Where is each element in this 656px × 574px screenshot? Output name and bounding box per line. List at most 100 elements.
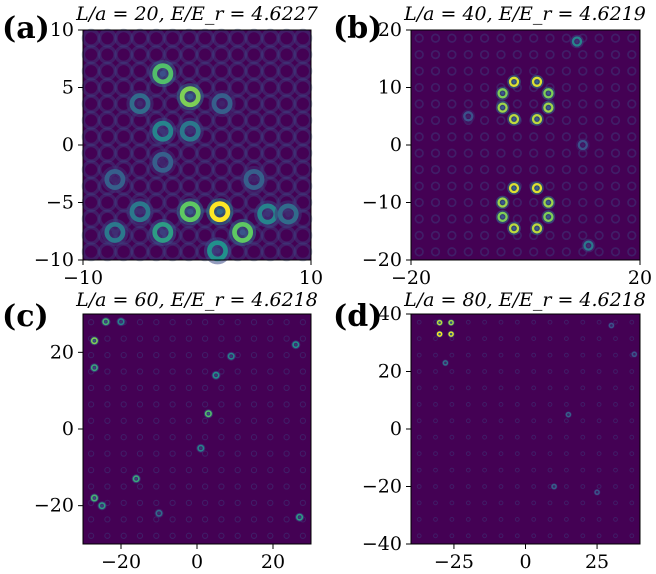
background-ring xyxy=(479,132,490,142)
background-ring xyxy=(578,49,588,60)
background-ring xyxy=(629,434,635,440)
background-ring xyxy=(596,484,602,489)
background-ring xyxy=(250,466,258,474)
background-ring xyxy=(104,483,111,490)
background-ring xyxy=(218,450,225,457)
density-peak xyxy=(204,410,212,418)
background-ring xyxy=(564,467,569,473)
background-ring xyxy=(531,451,537,457)
background-ring xyxy=(547,451,553,457)
background-ring xyxy=(498,517,504,522)
background-ring xyxy=(610,49,621,60)
density-peak xyxy=(155,509,163,517)
background-ring xyxy=(201,417,209,424)
peak-core xyxy=(135,477,138,480)
background-ring xyxy=(512,197,522,208)
background-ring xyxy=(547,533,553,539)
density-peak xyxy=(442,360,449,366)
background-ring xyxy=(547,517,553,522)
background-ring xyxy=(283,499,290,507)
background-ring xyxy=(613,517,618,522)
background-ring xyxy=(234,368,241,375)
background-ring xyxy=(195,61,215,81)
background-ring xyxy=(596,369,602,374)
background-ring xyxy=(610,230,621,241)
background-ring xyxy=(578,82,588,93)
background-ring xyxy=(547,319,553,325)
density-peak xyxy=(104,169,126,190)
background-ring xyxy=(498,434,504,440)
background-ring xyxy=(479,49,490,60)
background-ring xyxy=(201,368,209,375)
background-ring xyxy=(545,148,555,158)
background-ring xyxy=(529,164,539,175)
background-ring xyxy=(512,132,522,142)
background-ring xyxy=(531,484,537,489)
background-ring xyxy=(482,533,488,539)
background-ring xyxy=(610,66,621,76)
background-ring xyxy=(416,467,422,473)
y-tick-label: 0 xyxy=(62,418,74,440)
background-ring xyxy=(514,336,520,342)
background-ring xyxy=(277,45,296,64)
background-ring xyxy=(482,402,488,407)
background-ring xyxy=(267,384,274,392)
background-ring xyxy=(185,499,193,507)
background-ring xyxy=(430,148,441,158)
background-ring xyxy=(465,385,471,391)
background-ring xyxy=(627,164,637,175)
background-ring xyxy=(463,214,473,224)
background-ring xyxy=(531,467,537,473)
background-ring xyxy=(545,33,555,43)
density-peak xyxy=(508,76,520,87)
x-tick-label: −10 xyxy=(63,267,103,289)
background-ring xyxy=(482,500,488,506)
background-ring xyxy=(136,319,144,326)
background-ring xyxy=(414,99,424,109)
background-ring xyxy=(561,49,572,60)
background-ring xyxy=(87,434,95,441)
background-ring xyxy=(433,336,438,342)
background-ring xyxy=(414,230,424,241)
background-ring xyxy=(465,484,471,489)
background-ring xyxy=(580,336,586,342)
background-ring xyxy=(185,434,193,441)
background-ring xyxy=(512,33,522,43)
x-tick-label: 20 xyxy=(261,551,285,573)
background-ring xyxy=(627,247,637,257)
peak-core xyxy=(111,229,118,236)
background-ring xyxy=(594,164,604,175)
density-peak xyxy=(117,318,125,326)
background-ring xyxy=(433,352,438,358)
background-ring xyxy=(449,517,455,522)
background-ring xyxy=(578,99,588,109)
background-ring xyxy=(169,417,176,424)
peak-core xyxy=(104,320,107,323)
peak-core xyxy=(264,211,271,217)
density-peak xyxy=(292,341,300,349)
heatmap-b xyxy=(411,30,640,260)
y-tick-label: −5 xyxy=(46,192,74,214)
background-ring xyxy=(104,335,111,342)
background-ring xyxy=(87,466,95,474)
background-ring xyxy=(153,401,160,408)
y-tick-label: 0 xyxy=(390,134,402,156)
x-tick-label: −20 xyxy=(391,267,431,289)
background-ring xyxy=(260,45,280,64)
background-ring xyxy=(463,247,473,257)
background-ring xyxy=(514,385,520,391)
background-ring xyxy=(465,319,471,325)
background-ring xyxy=(120,335,127,342)
background-ring xyxy=(120,450,127,457)
background-ring xyxy=(447,82,457,93)
background-ring xyxy=(627,33,637,43)
background-ring xyxy=(433,467,438,473)
density-peak xyxy=(197,444,205,452)
peak-core xyxy=(535,186,539,190)
background-ring xyxy=(433,369,438,374)
background-ring xyxy=(201,483,209,490)
background-ring xyxy=(169,368,176,375)
background-ring xyxy=(610,82,621,93)
background-ring xyxy=(98,143,117,163)
